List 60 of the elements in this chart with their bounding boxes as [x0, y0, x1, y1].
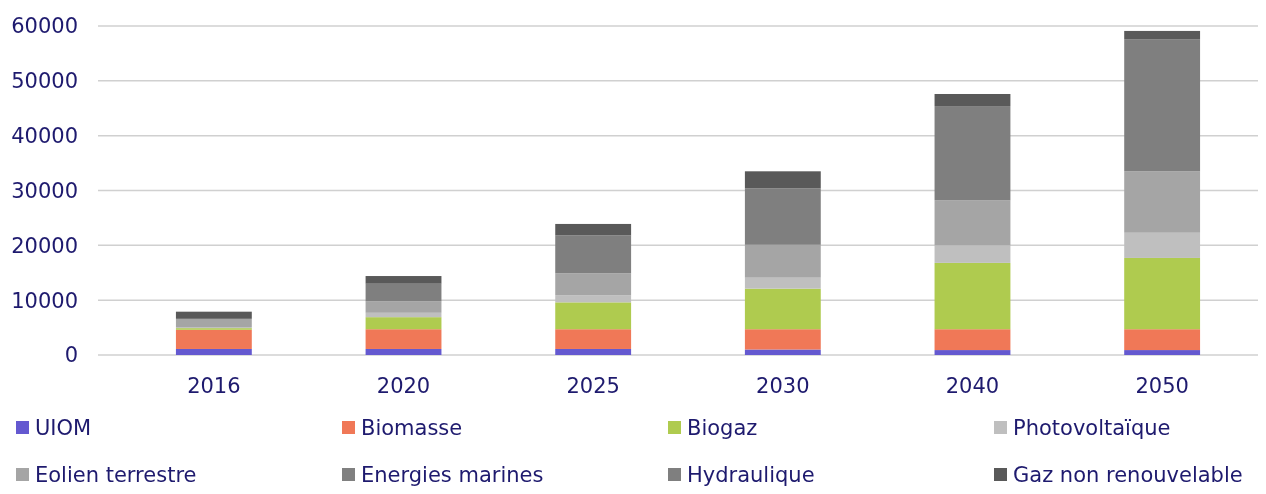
- bar: [175, 329, 252, 349]
- bar: [555, 273, 632, 296]
- bar: [744, 244, 821, 278]
- bar: [934, 262, 1011, 330]
- bar: [365, 329, 442, 349]
- y-tick-label: 30000: [11, 178, 78, 203]
- bar: [934, 93, 1011, 107]
- legend-label: Photovoltaïque: [1013, 416, 1171, 441]
- x-tick-label: 2020: [376, 374, 431, 398]
- bar: [365, 317, 442, 330]
- bar: [744, 349, 821, 355]
- bar: [744, 288, 821, 330]
- bar: [365, 312, 442, 318]
- bar: [1124, 232, 1201, 258]
- legend-label: Hydraulique: [687, 463, 815, 488]
- bar: [744, 188, 821, 245]
- legend-label: UIOM: [35, 416, 92, 441]
- bar: [1124, 329, 1201, 351]
- x-tick-label: 2016: [187, 374, 241, 398]
- bar: [1124, 30, 1201, 40]
- bar: [555, 302, 632, 330]
- legend-label: Biomasse: [361, 416, 463, 441]
- bar: [934, 106, 1011, 201]
- bar: [175, 348, 252, 355]
- bar: [744, 277, 821, 289]
- y-tick-label: 50000: [11, 69, 78, 94]
- y-tick-label: 10000: [11, 288, 78, 313]
- bar: [1124, 39, 1201, 172]
- x-tick-label: 2040: [945, 374, 1000, 398]
- bar: [365, 283, 442, 302]
- bar: [1124, 171, 1201, 233]
- bar: [1124, 350, 1201, 355]
- y-tick-label: 60000: [11, 14, 78, 39]
- bar: [934, 200, 1011, 246]
- bar: [934, 245, 1011, 263]
- bar: [744, 329, 821, 350]
- x-tick-label: 2030: [756, 374, 810, 398]
- legend-label: Eolien terrestre: [35, 463, 197, 488]
- bar: [365, 348, 442, 355]
- bar: [175, 311, 252, 319]
- bar: [365, 301, 442, 313]
- legend-label: Biogaz: [687, 416, 758, 441]
- x-tick-label: 2050: [1135, 374, 1189, 398]
- legend-label: Energies marines: [361, 463, 544, 488]
- bar: [555, 223, 632, 236]
- bar: [555, 348, 632, 355]
- y-tick-label: 0: [64, 343, 78, 368]
- bar: [934, 329, 1011, 351]
- bar: [555, 329, 632, 349]
- y-tick-label: 40000: [11, 124, 78, 149]
- bar: [934, 350, 1011, 355]
- bar: [744, 171, 821, 189]
- bar: [175, 318, 252, 328]
- bar: [365, 276, 442, 284]
- x-tick-label: 2025: [566, 374, 620, 398]
- y-tick-label: 20000: [11, 233, 78, 258]
- bar: [555, 295, 632, 303]
- bar: [555, 235, 632, 274]
- bar: [1124, 257, 1201, 330]
- legend-label: Gaz non renouvelable: [1013, 463, 1243, 488]
